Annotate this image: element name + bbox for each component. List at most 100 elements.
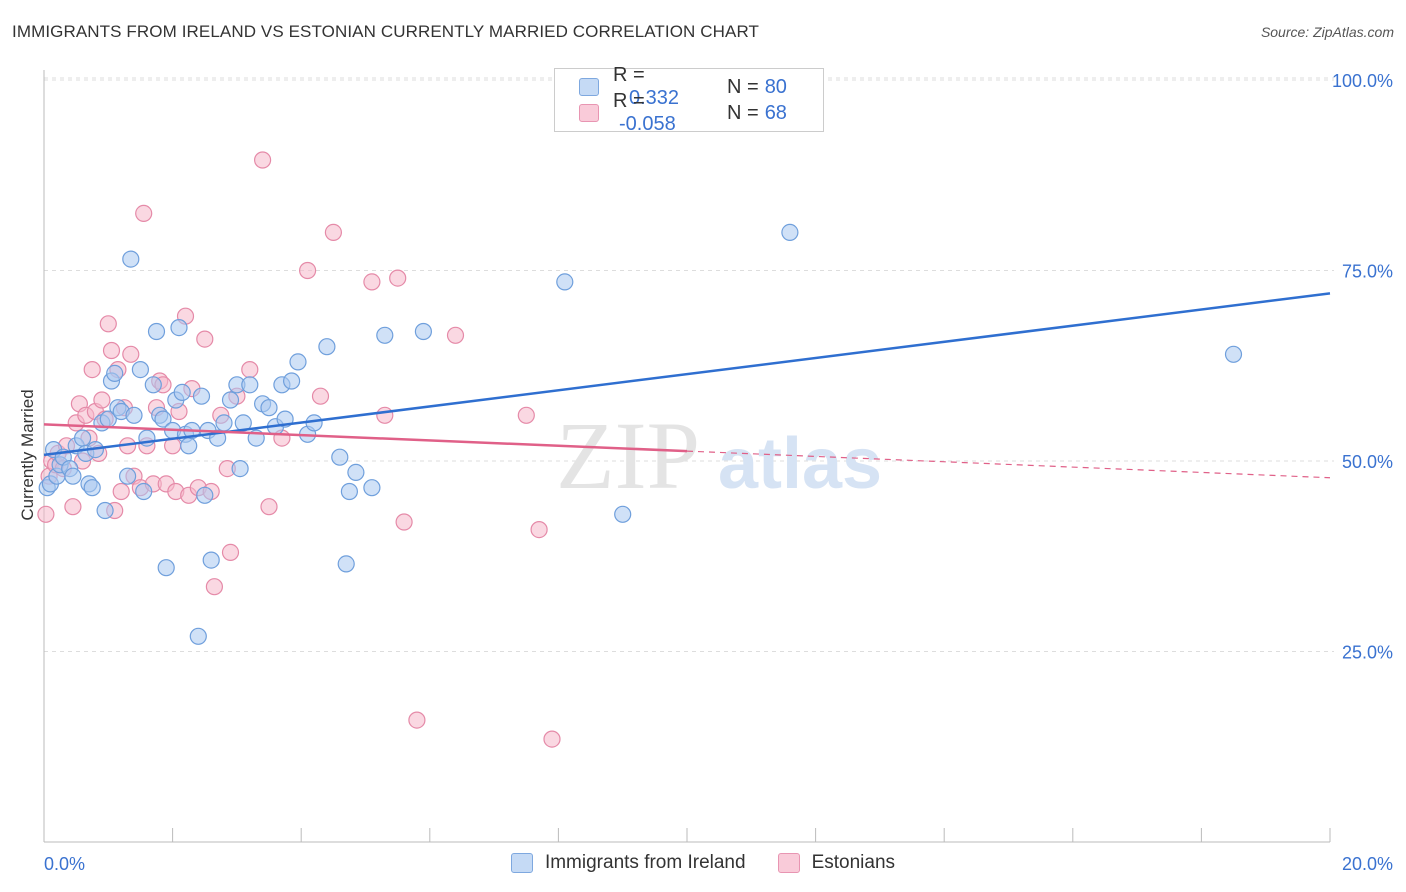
ireland-point	[180, 437, 198, 455]
axes-layer	[43, 70, 1331, 843]
ireland-point	[96, 501, 114, 520]
ireland-point	[154, 410, 172, 428]
x-tick-label: 20.0%	[1342, 854, 1393, 874]
ireland-point	[189, 627, 207, 645]
ireland-point	[144, 376, 162, 394]
estonians-point	[408, 711, 426, 729]
ireland-point	[340, 482, 358, 501]
ireland-point	[131, 361, 149, 379]
source-label: Source: ZipAtlas.com	[1260, 24, 1394, 40]
legend-swatch-ireland	[579, 78, 599, 96]
legend-swatch-estonians	[579, 104, 599, 122]
ireland-point	[135, 482, 153, 501]
legend-r-value-estonians: -0.058	[619, 113, 676, 135]
ireland-point	[157, 559, 175, 577]
estonians-point	[530, 520, 548, 539]
watermark: ZIP atlas	[556, 402, 882, 509]
y-axis-label: Currently Married	[18, 389, 37, 520]
ireland-point	[196, 486, 214, 504]
estonians-trendline	[43, 423, 688, 453]
estonians-point	[389, 269, 407, 287]
estonians-point	[112, 482, 130, 501]
y-tick-label: 25.0%	[1342, 643, 1393, 663]
ireland-point	[376, 326, 394, 344]
y-tick-label: 75.0%	[1342, 262, 1393, 282]
ireland-point	[118, 467, 137, 485]
ireland-point	[202, 551, 220, 569]
estonians-point	[363, 273, 381, 291]
legend-item-ireland[interactable]: Immigrants from Ireland	[510, 852, 746, 874]
ireland-point	[289, 353, 307, 371]
estonians-point	[93, 391, 111, 409]
ireland-point	[73, 429, 92, 447]
watermark-zip: ZIP	[556, 402, 700, 509]
ireland-point	[414, 322, 432, 341]
estonians-point	[260, 498, 278, 516]
ireland-point	[556, 273, 574, 291]
ireland-point	[363, 479, 381, 497]
estonians-point	[543, 730, 561, 748]
ireland-point	[122, 250, 140, 268]
estonians-point	[196, 330, 214, 348]
estonians-point	[254, 151, 272, 169]
estonians-point	[64, 498, 82, 516]
legend-r-label: R =	[613, 90, 645, 112]
ireland-point	[231, 460, 249, 478]
trend-layer	[43, 292, 1331, 479]
legend-label-estonians: Estonians	[811, 852, 896, 873]
legend-n-label: N =	[727, 75, 759, 98]
ireland-point	[64, 467, 82, 485]
grid-layer	[44, 77, 1334, 652]
y-tick-label: 50.0%	[1342, 452, 1393, 472]
ireland-point	[781, 223, 799, 241]
legend-swatch-estonians	[777, 853, 800, 873]
ireland-point	[173, 383, 191, 401]
legend-swatch-ireland	[510, 853, 533, 873]
legend-label-ireland: Immigrants from Ireland	[544, 852, 746, 873]
series-legend: Immigrants from Ireland Estonians	[0, 852, 1406, 874]
estonians-point	[241, 361, 259, 379]
ireland-point	[170, 319, 188, 337]
estonians-point	[446, 326, 465, 344]
estonians-point	[99, 315, 117, 333]
estonians-point	[311, 387, 330, 405]
estonians-point	[83, 361, 101, 379]
legend-row-ireland: R = 0.332 N = 80	[579, 64, 787, 109]
estonians-trendline-extension	[686, 450, 1331, 479]
ireland-point	[337, 555, 355, 573]
watermark-atlas: atlas	[718, 424, 882, 504]
estonians-point	[395, 513, 413, 531]
chart-title: IMMIGRANTS FROM IRELAND VS ESTONIAN CURR…	[12, 22, 759, 41]
estonians-point	[299, 261, 317, 280]
estonians-point	[135, 204, 153, 222]
legend-n-value-estonians: 68	[764, 101, 787, 124]
ireland-point	[147, 322, 166, 341]
estonians-point	[517, 406, 535, 424]
estonians-point	[376, 406, 394, 424]
legend-r-value-ireland: 0.332	[629, 87, 680, 109]
ireland-point	[260, 399, 278, 417]
estonians-point	[324, 223, 342, 241]
ireland-point	[347, 463, 365, 481]
estonians-point	[205, 578, 223, 596]
legend-n-label: N =	[727, 101, 759, 124]
ireland-point	[331, 448, 349, 466]
estonians-points	[37, 151, 561, 748]
estonians-point	[122, 345, 140, 363]
legend-item-estonians[interactable]: Estonians	[777, 852, 896, 874]
ireland-points	[38, 223, 1243, 645]
legend-row-estonians: R = -0.058 N = 68	[579, 90, 787, 135]
ireland-point	[221, 391, 240, 409]
y-tick-label: 100.0%	[1332, 71, 1393, 91]
ireland-point	[283, 372, 301, 390]
estonians-point	[221, 543, 240, 562]
legend-r-label: R =	[613, 64, 645, 86]
correlation-legend: R = 0.332 N = 80 R = -0.058 N = 68	[554, 64, 824, 135]
ireland-point	[125, 406, 143, 424]
ireland-point	[215, 414, 233, 432]
ireland-trendline	[43, 292, 1331, 457]
x-tick-label: 0.0%	[44, 854, 85, 874]
ireland-point	[192, 387, 211, 405]
legend-n-value-ireland: 80	[764, 75, 787, 98]
